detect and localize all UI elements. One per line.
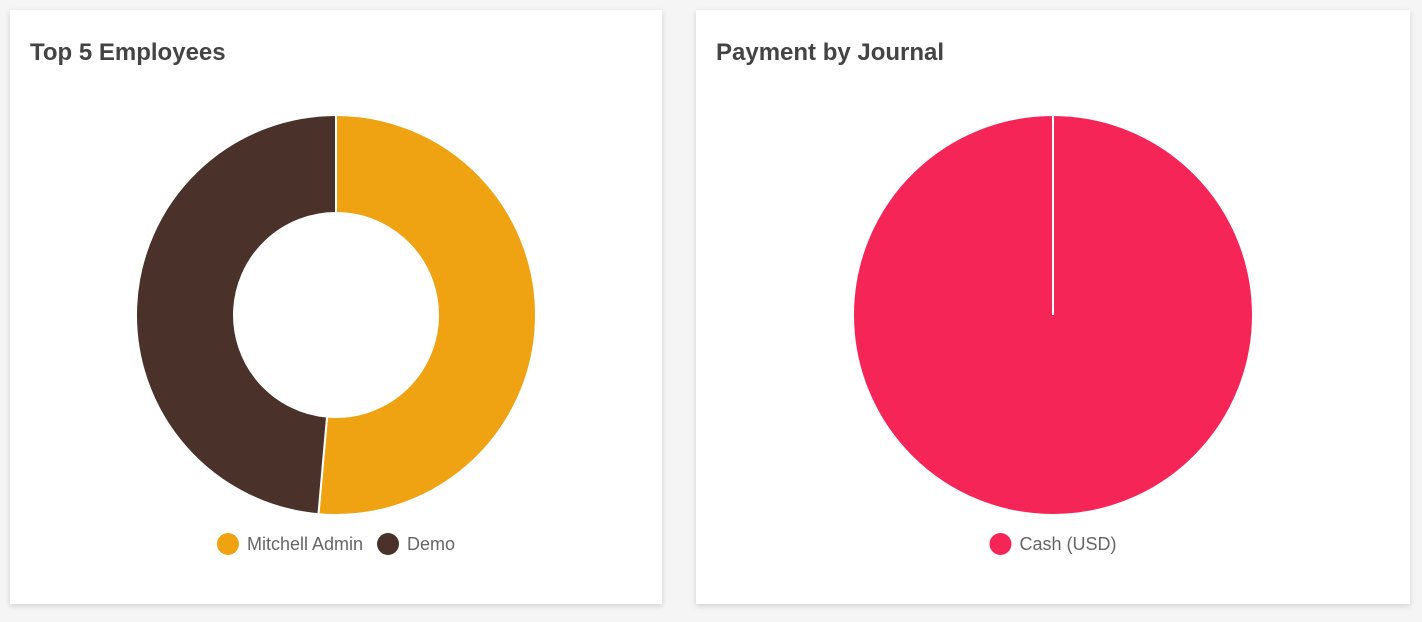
slice <box>852 113 1254 517</box>
slice <box>317 113 537 516</box>
legend-label: Demo <box>407 534 455 554</box>
chart-title: Top 5 Employees <box>30 39 226 66</box>
chart-title: Payment by Journal <box>716 39 944 66</box>
legend-label: Mitchell Admin <box>247 534 363 554</box>
legend-swatch <box>216 533 239 555</box>
legend-label: Cash (USD) <box>1019 534 1116 554</box>
legend-swatch <box>989 533 1012 555</box>
legend-swatch <box>377 533 400 555</box>
slice <box>135 113 337 516</box>
